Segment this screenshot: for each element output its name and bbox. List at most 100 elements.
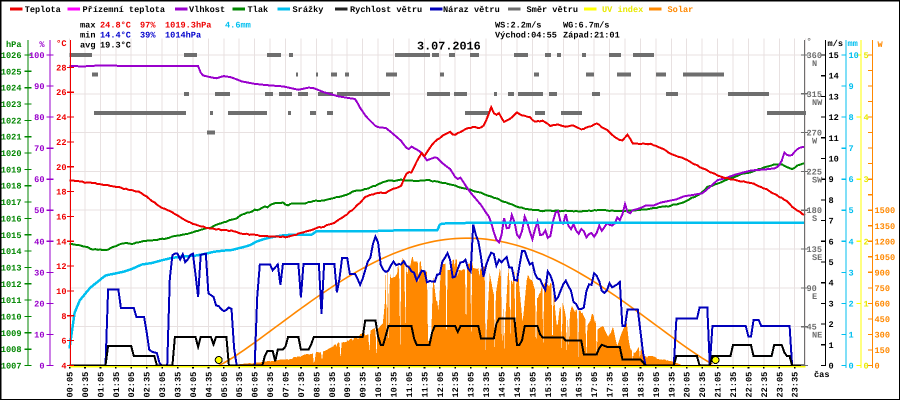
svg-text:4: 4 bbox=[849, 237, 854, 247]
svg-text:10:35: 10:35 bbox=[390, 372, 400, 398]
svg-text:08:35: 08:35 bbox=[328, 372, 338, 398]
svg-text:0: 0 bbox=[875, 362, 880, 372]
svg-text:06:35: 06:35 bbox=[266, 372, 276, 398]
svg-text:225: 225 bbox=[807, 167, 822, 177]
svg-text:05:35: 05:35 bbox=[235, 372, 245, 398]
svg-text:30: 30 bbox=[34, 268, 44, 278]
svg-text:1007: 1007 bbox=[1, 362, 22, 372]
svg-text:07:35: 07:35 bbox=[297, 372, 307, 398]
svg-text:9: 9 bbox=[829, 175, 834, 185]
svg-text:23:05: 23:05 bbox=[775, 372, 785, 398]
svg-text:5: 5 bbox=[864, 51, 869, 61]
svg-text:1350: 1350 bbox=[875, 222, 896, 232]
svg-text:16:05: 16:05 bbox=[559, 372, 569, 398]
svg-text:20: 20 bbox=[56, 163, 66, 173]
svg-text:S: S bbox=[812, 214, 817, 224]
svg-text:90: 90 bbox=[807, 284, 817, 294]
svg-text:W: W bbox=[878, 40, 884, 50]
svg-text:E: E bbox=[812, 292, 817, 302]
svg-text:15:05: 15:05 bbox=[528, 372, 538, 398]
svg-text:1015: 1015 bbox=[1, 231, 22, 241]
svg-text:1011: 1011 bbox=[1, 296, 22, 306]
svg-text:14:05: 14:05 bbox=[498, 372, 508, 398]
svg-text:3.07.2016: 3.07.2016 bbox=[417, 40, 481, 54]
svg-text:11: 11 bbox=[829, 134, 839, 144]
svg-text:50: 50 bbox=[34, 206, 44, 216]
svg-text:čas: čas bbox=[814, 370, 829, 380]
svg-text:%: % bbox=[39, 40, 45, 50]
svg-text:300: 300 bbox=[875, 330, 890, 340]
svg-text:1013: 1013 bbox=[1, 263, 22, 273]
svg-text:Východ:04:55: Východ:04:55 bbox=[495, 31, 557, 41]
svg-text:12:05: 12:05 bbox=[436, 372, 446, 398]
svg-text:02:05: 02:05 bbox=[127, 372, 137, 398]
svg-text:1019: 1019 bbox=[1, 165, 22, 175]
svg-text:UV index: UV index bbox=[602, 5, 643, 15]
svg-text:4: 4 bbox=[61, 362, 66, 372]
svg-text:8: 8 bbox=[829, 196, 834, 206]
svg-text:70: 70 bbox=[34, 144, 44, 154]
svg-text:Vlhkost: Vlhkost bbox=[189, 5, 225, 15]
svg-text:1012: 1012 bbox=[1, 280, 22, 290]
svg-text:6: 6 bbox=[849, 175, 854, 185]
svg-text:0: 0 bbox=[829, 362, 834, 372]
svg-text:24.8°C: 24.8°C bbox=[100, 20, 131, 30]
svg-text:1023: 1023 bbox=[1, 100, 22, 110]
svg-text:1017: 1017 bbox=[1, 198, 22, 208]
svg-text:Přízemní teplota: Přízemní teplota bbox=[83, 5, 166, 15]
svg-text:18:35: 18:35 bbox=[636, 372, 646, 398]
svg-text:12:35: 12:35 bbox=[451, 372, 461, 398]
svg-text:90: 90 bbox=[34, 82, 44, 92]
svg-text:09:35: 09:35 bbox=[359, 372, 369, 398]
svg-text:13:35: 13:35 bbox=[482, 372, 492, 398]
svg-text:20:05: 20:05 bbox=[683, 372, 693, 398]
svg-text:SE: SE bbox=[812, 253, 822, 263]
svg-text:°C: °C bbox=[56, 39, 66, 49]
svg-text:97%: 97% bbox=[140, 20, 156, 30]
svg-text:19:05: 19:05 bbox=[652, 372, 662, 398]
svg-text:4: 4 bbox=[864, 113, 869, 123]
svg-text:1014hPa: 1014hPa bbox=[165, 31, 201, 41]
svg-text:Solar: Solar bbox=[668, 5, 694, 15]
svg-text:23:35: 23:35 bbox=[791, 372, 801, 398]
svg-text:1500: 1500 bbox=[875, 206, 896, 216]
svg-text:3: 3 bbox=[849, 268, 854, 278]
svg-text:01:05: 01:05 bbox=[96, 372, 106, 398]
svg-text:Směr větru: Směr větru bbox=[527, 5, 579, 15]
svg-text:5: 5 bbox=[849, 206, 854, 216]
svg-text:WS:2.2m/s: WS:2.2m/s bbox=[495, 20, 541, 30]
svg-text:1050: 1050 bbox=[875, 253, 896, 263]
svg-text:26: 26 bbox=[56, 88, 66, 98]
svg-text:W: W bbox=[812, 137, 818, 147]
svg-text:01:35: 01:35 bbox=[112, 372, 122, 398]
svg-text:mm: mm bbox=[848, 39, 858, 49]
svg-text:9: 9 bbox=[849, 82, 854, 92]
svg-text:00:35: 00:35 bbox=[81, 372, 91, 398]
svg-text:WG:6.7m/s: WG:6.7m/s bbox=[563, 20, 609, 30]
svg-text:360: 360 bbox=[807, 51, 822, 61]
svg-text:1008: 1008 bbox=[1, 345, 22, 355]
svg-text:2: 2 bbox=[849, 299, 854, 309]
svg-text:09:05: 09:05 bbox=[343, 372, 353, 398]
svg-text:8: 8 bbox=[849, 113, 854, 123]
svg-text:20:35: 20:35 bbox=[698, 372, 708, 398]
svg-text:NE: NE bbox=[812, 331, 822, 341]
svg-text:20: 20 bbox=[34, 299, 44, 309]
svg-text:6: 6 bbox=[61, 337, 66, 347]
svg-text:21:35: 21:35 bbox=[729, 372, 739, 398]
svg-text:04:05: 04:05 bbox=[189, 372, 199, 398]
svg-text:1026: 1026 bbox=[1, 51, 22, 61]
svg-text:14: 14 bbox=[56, 237, 66, 247]
svg-text:1022: 1022 bbox=[1, 116, 22, 126]
svg-text:min: min bbox=[80, 31, 95, 41]
svg-text:00:05: 00:05 bbox=[66, 372, 76, 398]
svg-text:16:35: 16:35 bbox=[575, 372, 585, 398]
svg-text:Rychlost větru: Rychlost větru bbox=[350, 5, 422, 15]
svg-text:1014: 1014 bbox=[1, 247, 22, 257]
svg-text:135: 135 bbox=[807, 245, 822, 255]
svg-text:03:05: 03:05 bbox=[158, 372, 168, 398]
svg-text:10: 10 bbox=[56, 287, 66, 297]
svg-text:14:35: 14:35 bbox=[513, 372, 523, 398]
svg-text:24: 24 bbox=[56, 113, 66, 123]
svg-text:18: 18 bbox=[56, 188, 66, 198]
